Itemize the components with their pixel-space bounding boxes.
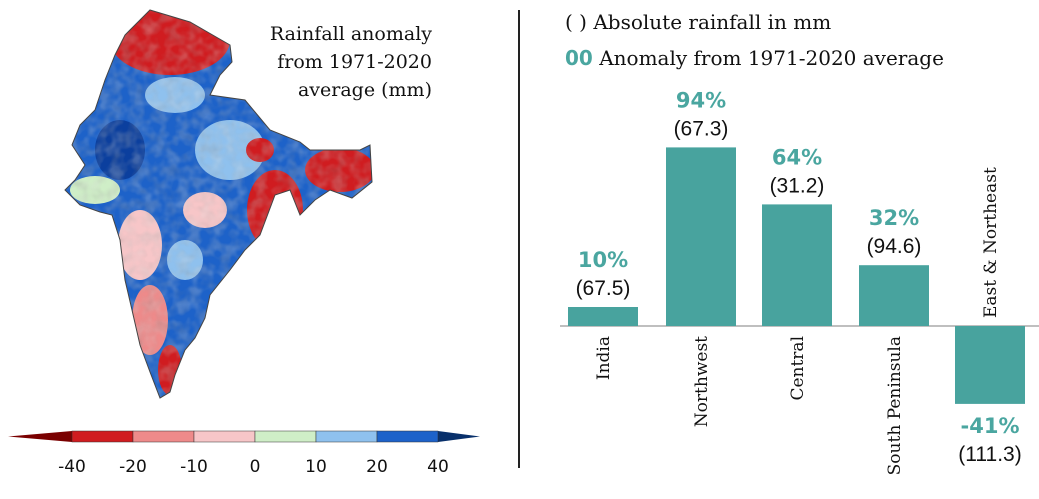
colorbar	[8, 430, 480, 443]
bar-absolute-label: (67.3)	[674, 117, 729, 140]
category-label: South Peninsula	[885, 336, 905, 475]
bar-absolute-label: (94.6)	[867, 235, 922, 258]
colorbar-right-arrow	[438, 431, 480, 442]
bar-1	[666, 147, 736, 326]
anomaly-bar-chart: 10% (67.5) India 94% (67.3) Northwest 64% (31.2…	[560, 88, 1039, 475]
bar-absolute-label: (67.5)	[576, 277, 631, 300]
category-label: India	[594, 336, 614, 380]
colorbar-tick-label: 20	[366, 457, 388, 477]
map-title-line-1: Rainfall anomaly	[269, 23, 432, 45]
bar-absolute-label: (31.2)	[770, 174, 825, 197]
map-title-line-2: from 1971-2020	[277, 51, 432, 73]
legend-anomaly-text: Anomaly from 1971-2020 average	[599, 46, 944, 70]
category-label: East & Northeast	[981, 167, 1001, 318]
colorbar-segment	[71, 430, 134, 443]
colorbar-segment	[254, 430, 317, 443]
chart-panel: ( ) Absolute rainfall in mm 00 Anomaly f…	[530, 0, 1039, 499]
colorbar-tick-label: -20	[119, 457, 147, 477]
colorbar-segment	[315, 430, 378, 443]
bar-2	[762, 204, 832, 326]
colorbar-ticks: -40 -20 -10 0 10 20 40	[58, 457, 449, 477]
colorbar-segment	[376, 430, 439, 443]
colorbar-tick-label: 10	[305, 457, 327, 477]
colorbar-tick-label: 0	[250, 457, 261, 477]
legend-anomaly: 00 Anomaly from 1971-2020 average	[565, 46, 944, 70]
map-title-line-3: average (mm)	[297, 79, 432, 101]
bar-anomaly-label: 94%	[676, 88, 726, 112]
map-title: Rainfall anomaly from 1971-2020 average …	[202, 20, 432, 104]
colorbar-left-arrow	[8, 431, 72, 442]
category-label: Central	[788, 336, 808, 401]
legend-absolute-marker: ( )	[565, 10, 587, 34]
legend-absolute: ( ) Absolute rainfall in mm	[565, 10, 831, 34]
bar-absolute-label: (111.3)	[958, 443, 1021, 466]
bar-4	[955, 326, 1025, 404]
colorbar-segment	[132, 430, 195, 443]
bar-0	[568, 307, 638, 326]
colorbar-segment	[193, 430, 256, 443]
colorbar-tick-label: -40	[58, 457, 86, 477]
bar-anomaly-label: -41%	[961, 414, 1020, 438]
bar-anomaly-label: 10%	[578, 248, 628, 272]
colorbar-tick-label: 40	[427, 457, 449, 477]
legend-anomaly-marker: 00	[565, 46, 593, 70]
colorbar-tick-label: -10	[180, 457, 208, 477]
india-anomaly-map: -40 -20 -10 0 10 20 40	[8, 9, 480, 477]
panel-divider	[518, 10, 520, 468]
map-panel: -40 -20 -10 0 10 20 40 Rainfall anomaly from 1…	[0, 0, 500, 499]
bar-3	[859, 265, 929, 326]
bar-anomaly-label: 32%	[869, 206, 919, 230]
category-label: Northwest	[692, 336, 712, 427]
bar-anomaly-label: 64%	[772, 145, 822, 169]
legend-absolute-text: Absolute rainfall in mm	[593, 10, 832, 34]
